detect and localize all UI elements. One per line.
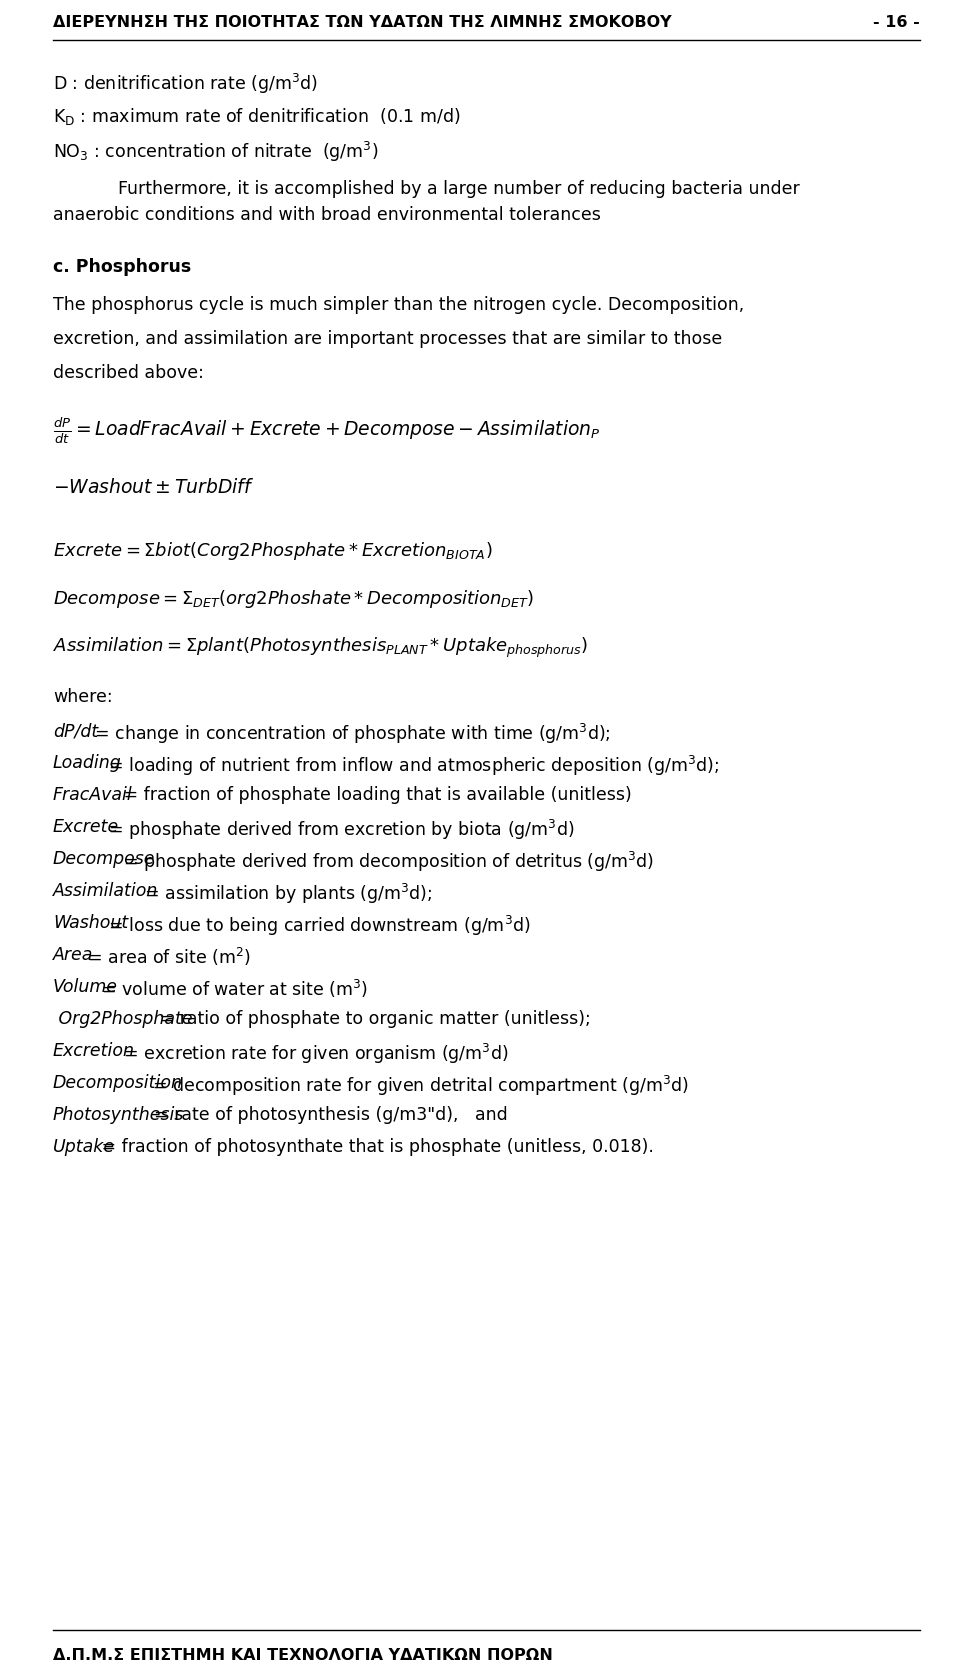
Text: $- Washout \pm TurbDiff$: $- Washout \pm TurbDiff$ <box>53 478 254 497</box>
Text: Photosynthesis: Photosynthesis <box>53 1106 184 1124</box>
Text: = fraction of phosphate loading that is available (unitless): = fraction of phosphate loading that is … <box>118 785 632 804</box>
Text: = decomposition rate for given detrital compartment (g/m$^3$d): = decomposition rate for given detrital … <box>147 1074 688 1097</box>
Text: Excrete: Excrete <box>53 817 119 836</box>
Text: = loss due to being carried downstream (g/m$^3$d): = loss due to being carried downstream (… <box>104 915 531 938</box>
Text: Decompose: Decompose <box>53 851 156 868</box>
Text: K$_\mathregular{D}$ : maximum rate of denitrification  (0.1 m/d): K$_\mathregular{D}$ : maximum rate of de… <box>53 106 460 128</box>
Text: - 16 -: - 16 - <box>874 15 920 30</box>
Text: Washout: Washout <box>53 915 129 931</box>
Text: = assimilation by plants (g/m$^3$d);: = assimilation by plants (g/m$^3$d); <box>139 883 433 906</box>
Text: = fraction of photosynthate that is phosphate (unitless, 0.018).: = fraction of photosynthate that is phos… <box>96 1138 654 1156</box>
Text: = excretion rate for given organism (g/m$^3$d): = excretion rate for given organism (g/m… <box>118 1042 508 1066</box>
Text: where:: where: <box>53 688 112 706</box>
Text: excretion, and assimilation are important processes that are similar to those: excretion, and assimilation are importan… <box>53 331 722 347</box>
Text: Decomposition: Decomposition <box>53 1074 183 1092</box>
Text: Excretion: Excretion <box>53 1042 135 1060</box>
Text: The phosphorus cycle is much simpler than the nitrogen cycle. Decomposition,: The phosphorus cycle is much simpler tha… <box>53 295 744 314</box>
Text: = volume of water at site (m$^3$): = volume of water at site (m$^3$) <box>96 978 369 1000</box>
Text: Uptake: Uptake <box>53 1138 115 1156</box>
Text: c. Phosphorus: c. Phosphorus <box>53 258 191 275</box>
Text: Loading: Loading <box>53 753 122 772</box>
Text: Assimilation: Assimilation <box>53 883 158 899</box>
Text: Furthermore, it is accomplished by a large number of reducing bacteria under: Furthermore, it is accomplished by a lar… <box>118 180 800 198</box>
Text: $Decompose = \Sigma_{DET}(org2Phoshate * Decomposition_{DET})$: $Decompose = \Sigma_{DET}(org2Phoshate *… <box>53 587 535 611</box>
Text: described above:: described above: <box>53 364 204 383</box>
Text: = phosphate derived from decomposition of detritus (g/m$^3$d): = phosphate derived from decomposition o… <box>118 851 654 874</box>
Text: $Excrete = \Sigma biot(Corg2Phosphate * Excretion_{BIOTA})$: $Excrete = \Sigma biot(Corg2Phosphate * … <box>53 540 492 562</box>
Text: = phosphate derived from excretion by biota (g/m$^3$d): = phosphate derived from excretion by bi… <box>104 817 575 842</box>
Text: = change in concentration of phosphate with time (g/m$^3$d);: = change in concentration of phosphate w… <box>89 722 611 747</box>
Text: anaerobic conditions and with broad environmental tolerances: anaerobic conditions and with broad envi… <box>53 206 601 223</box>
Text: = area of site (m$^2$): = area of site (m$^2$) <box>82 946 251 968</box>
Text: = rate of photosynthesis (g/m3"d),   and: = rate of photosynthesis (g/m3"d), and <box>154 1106 508 1124</box>
Text: = loading of nutrient from inflow and atmospheric deposition (g/m$^3$d);: = loading of nutrient from inflow and at… <box>104 753 720 779</box>
Text: = ratio of phosphate to organic matter (unitless);: = ratio of phosphate to organic matter (… <box>154 1010 590 1029</box>
Text: Δ.Π.Μ.Σ ΕΠΙΣΤΗΜΗ ΚΑΙ ΤΕΧΝΟΛΟΓΙΑ ΥΔΑΤΙΚΩΝ ΠΟΡΩΝ: Δ.Π.Μ.Σ ΕΠΙΣΤΗΜΗ ΚΑΙ ΤΕΧΝΟΛΟΓΙΑ ΥΔΑΤΙΚΩΝ… <box>53 1648 553 1663</box>
Text: Volume: Volume <box>53 978 118 997</box>
Text: D : denitrification rate (g/m$^3$d): D : denitrification rate (g/m$^3$d) <box>53 72 318 96</box>
Text: dP/dt: dP/dt <box>53 722 98 740</box>
Text: ΔΙΕΡΕΥΝΗΣΗ ΤΗΣ ΠΟΙΟΤΗΤΑΣ ΤΩΝ ΥΔΑΤΩΝ ΤΗΣ ΛΙΜΝΗΣ ΣΜΟΚΟΒΟΥ: ΔΙΕΡΕΥΝΗΣΗ ΤΗΣ ΠΟΙΟΤΗΤΑΣ ΤΩΝ ΥΔΑΤΩΝ ΤΗΣ … <box>53 15 672 30</box>
Text: $Assimilation = \Sigma plant(Photosynthesis_{PLANT} * Uptake_{phosphorus})$: $Assimilation = \Sigma plant(Photosynthe… <box>53 636 588 659</box>
Text: Org2Phosphate: Org2Phosphate <box>53 1010 193 1029</box>
Text: Area: Area <box>53 946 93 963</box>
Text: FracAvail: FracAvail <box>53 785 132 804</box>
Text: $\frac{dP}{dt} = LoadFracAvail + Excrete + Decompose - Assimilation_P$: $\frac{dP}{dt} = LoadFracAvail + Excrete… <box>53 414 601 446</box>
Text: NO$_3$ : concentration of nitrate  (g/m$^3$): NO$_3$ : concentration of nitrate (g/m$^… <box>53 139 378 164</box>
